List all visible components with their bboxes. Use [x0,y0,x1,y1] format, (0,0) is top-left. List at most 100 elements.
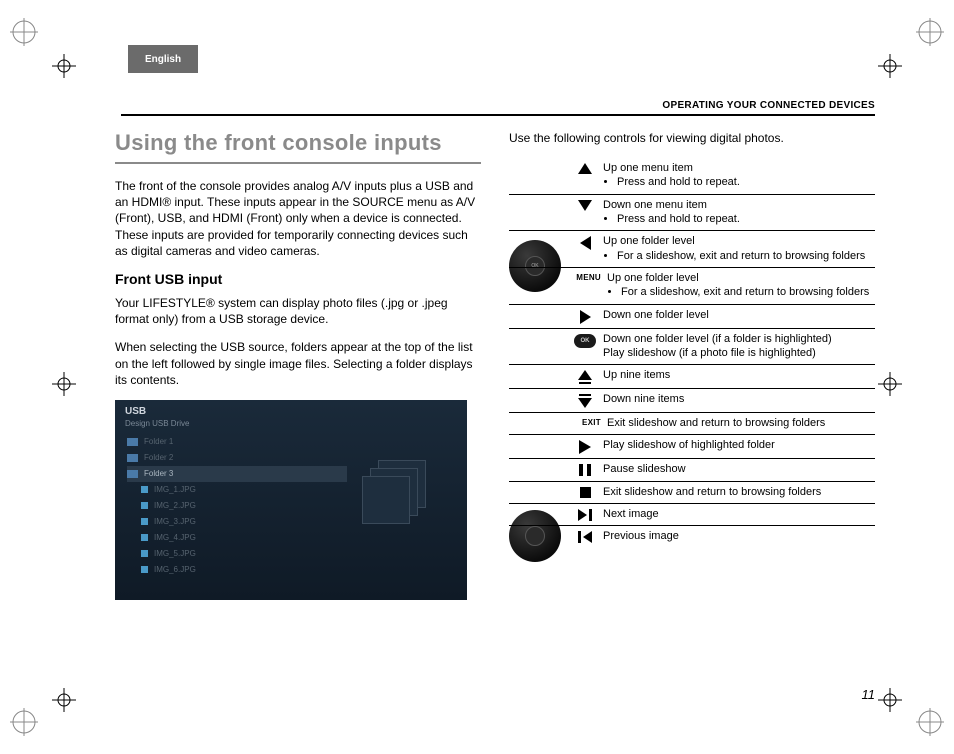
subhead-front-usb: Front USB input [115,271,481,287]
control-description: Previous image [603,529,875,543]
control-row: Down one folder level [509,305,875,329]
usb-row-label: IMG_2.JPG [154,501,196,510]
arrow-up-icon [578,163,592,174]
file-icon [141,534,148,541]
usb-row-label: IMG_5.JPG [154,549,196,558]
control-icon-cell [567,507,603,521]
register-mark [876,370,904,398]
usb-row-label: Folder 2 [144,453,173,462]
controls-table: Up one menu itemPress and hold to repeat… [509,158,875,547]
page: English OPERATING YOUR CONNECTED DEVICES… [115,40,875,710]
left-column: Using the front console inputs The front… [115,130,481,600]
control-description: Exit slideshow and return to browsing fo… [607,416,875,430]
page-number: 11 [862,687,876,702]
control-description: Down one folder level [603,308,875,322]
control-description: Pause slideshow [603,462,875,476]
usb-folder-row: Folder 2 [127,450,347,466]
crop-mark [916,18,944,46]
usb-file-row: IMG_1.JPG [127,482,347,498]
register-mark [50,52,78,80]
control-text-label: MENU [567,271,607,282]
controls-intro: Use the following controls for viewing d… [509,130,875,146]
page-down-icon [578,394,592,408]
control-description: Next image [603,507,875,521]
usb-row-label: IMG_1.JPG [154,485,196,494]
section-header: OPERATING YOUR CONNECTED DEVICES [121,100,875,116]
control-icon-cell [567,161,603,174]
control-description: Play slideshow of highlighted folder [603,438,875,452]
control-row: Pause slideshow [509,459,875,481]
control-row: EXITExit slideshow and return to browsin… [509,413,875,435]
arrow-right-icon [580,310,591,324]
control-row: Up one folder levelFor a slideshow, exit… [509,231,875,268]
language-tab-english: English [128,45,198,73]
control-description: Up one folder levelFor a slideshow, exit… [607,271,875,300]
usb-file-row: IMG_4.JPG [127,530,347,546]
usb-file-row: IMG_6.JPG [127,562,347,578]
stop-icon [580,487,591,498]
usb-row-label: IMG_6.JPG [154,565,196,574]
control-description: Down one folder level (if a folder is hi… [603,332,875,361]
usb-row-label: IMG_4.JPG [154,533,196,542]
folder-icon [127,438,138,446]
control-description: Down nine items [603,392,875,406]
register-mark [876,686,904,714]
usb-file-row: IMG_5.JPG [127,546,347,562]
content: Using the front console inputs The front… [115,130,875,600]
pause-icon [579,464,591,476]
usb-row-label: Folder 1 [144,437,173,446]
file-icon [141,550,148,557]
control-description: Up nine items [603,368,875,382]
control-row: OK Down one folder level (if a folder is … [509,329,875,366]
usb-file-list: Folder 1 Folder 2 Folder 3 IMG_1.JPG IMG_2.J… [127,434,347,578]
ok-button-icon: OK [574,334,596,348]
control-row: MENUUp one folder levelFor a slideshow, … [509,268,875,305]
file-icon [141,566,148,573]
usb-row-label: IMG_3.JPG [154,517,196,526]
control-row: Previous image [509,526,875,547]
control-icon-cell [567,198,603,211]
crop-mark [10,18,38,46]
usb-paragraph-1: Your LIFESTYLE® system can display photo… [115,295,481,327]
control-row: Next image [509,504,875,526]
usb-folder-row: Folder 1 [127,434,347,450]
control-icon-cell [567,368,603,384]
control-row: Play slideshow of highlighted folder [509,435,875,459]
control-description: Exit slideshow and return to browsing fo… [603,485,875,499]
control-icon-cell: OK [567,332,603,348]
play-icon [579,440,591,454]
right-column: Use the following controls for viewing d… [509,130,875,600]
control-row: Exit slideshow and return to browsing fo… [509,482,875,504]
intro-paragraph: The front of the console provides analog… [115,178,481,259]
usb-preview-stack [362,460,432,530]
control-text-label: EXIT [567,416,607,427]
control-icon-cell [567,308,603,324]
register-mark [50,686,78,714]
usb-folder-row: Folder 3 [127,466,347,482]
next-track-icon [578,509,592,521]
usb-file-row: IMG_2.JPG [127,498,347,514]
control-row: Down nine items [509,389,875,413]
control-description: Up one menu itemPress and hold to repeat… [603,161,875,190]
arrow-left-icon [580,236,591,250]
control-icon-cell [567,462,603,476]
control-icon-cell [567,438,603,454]
page-up-icon [578,370,592,384]
control-icon-cell [567,485,603,498]
crop-mark [916,708,944,736]
control-icon-cell [567,529,603,543]
usb-paragraph-2: When selecting the USB source, folders a… [115,339,481,388]
usb-file-row: IMG_3.JPG [127,514,347,530]
control-row: Up one menu itemPress and hold to repeat… [509,158,875,195]
control-row: Down one menu itemPress and hold to repe… [509,195,875,232]
control-description: Up one folder levelFor a slideshow, exit… [603,234,875,263]
control-icon-cell [567,234,603,250]
usb-screenshot-title: USB [125,406,146,417]
folder-icon [127,454,138,462]
prev-track-icon [578,531,592,543]
file-icon [141,502,148,509]
register-mark [876,52,904,80]
control-icon-cell [567,392,603,408]
usb-screenshot-subtitle: Design USB Drive [125,419,189,428]
file-icon [141,486,148,493]
